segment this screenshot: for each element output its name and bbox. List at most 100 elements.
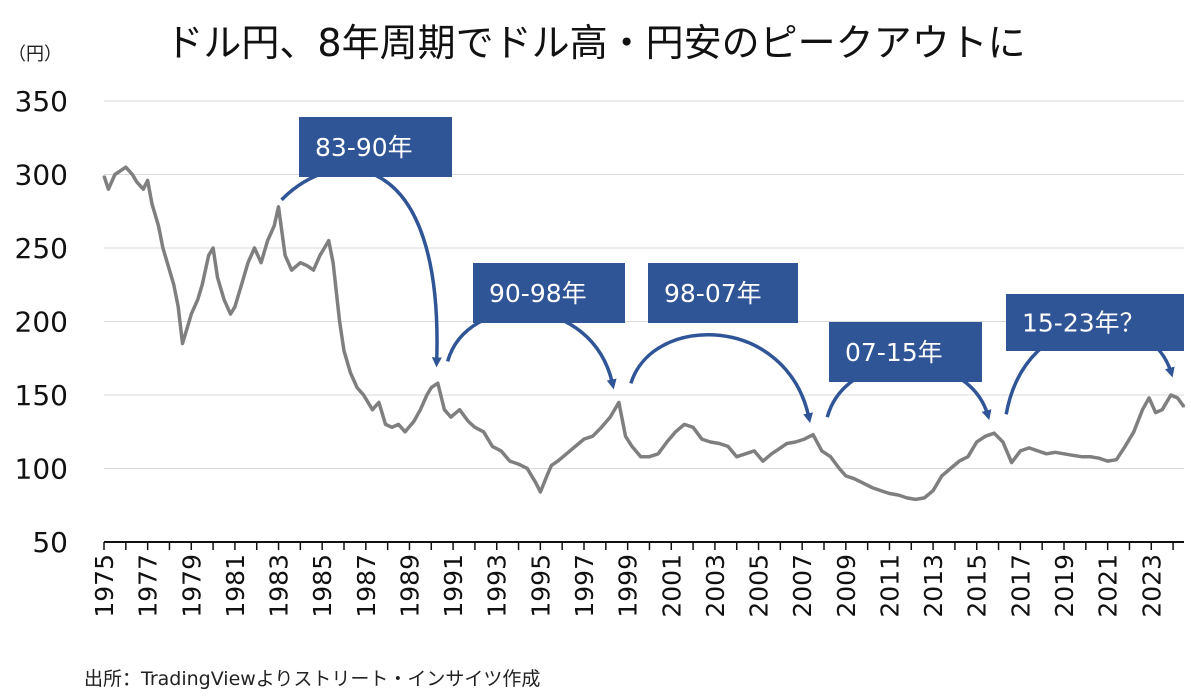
x-tick-label: 2013 [919,554,948,618]
source-note: 出所：TradingViewよりストリート・インサイツ作成 [84,668,541,690]
data-point [517,463,520,465]
x-tick-label: 1983 [265,554,294,618]
data-point [223,298,225,301]
data-point [1080,455,1083,458]
y-tick-label: 100 [15,453,68,486]
data-point [1063,453,1065,455]
data-point [378,401,380,404]
cycle-label-box [299,117,452,177]
data-point [600,426,603,429]
data-point [744,453,747,455]
data-point [306,264,308,267]
y-tick-label: 350 [15,85,68,118]
x-tick-label: 1997 [570,554,599,618]
data-point [125,166,127,168]
data-point [1071,454,1074,457]
x-tick-label: 1977 [134,554,163,618]
cycle-label: 83-90年 [315,133,413,162]
data-point [207,254,210,257]
data-point [482,431,485,433]
x-tick-label: 2017 [1006,554,1035,618]
data-point [253,247,256,249]
cycle-label: 07-15年 [845,338,943,367]
x-tick-label: 2021 [1094,554,1123,618]
data-point [103,175,105,177]
data-point [657,453,659,455]
data-point [853,478,856,480]
data-point [753,450,755,452]
data-point [216,276,219,279]
data-point [467,420,470,423]
data-point [338,320,341,323]
data-point [618,401,620,404]
data-point [914,498,917,501]
y-tick-label: 150 [15,379,68,412]
data-point [1010,461,1013,464]
data-point [888,492,891,495]
data-point [190,313,193,315]
y-axis: 50 100 150 200 250 300 350 [15,85,68,559]
chart-title: ドル円、8年周期でドル高・円安のピークアウトに [165,21,1026,65]
x-tick-label: 1999 [614,554,643,618]
data-point [181,342,184,345]
data-point [186,328,188,330]
y-tick-label: 200 [15,306,68,339]
x-tick-label: 1981 [221,554,250,618]
data-point [443,408,446,411]
data-point [229,313,232,315]
data-point [277,206,280,208]
data-point [177,306,179,308]
data-point [879,489,882,492]
data-point [430,386,433,389]
data-point [762,460,764,462]
data-point [923,497,926,499]
x-tick-label: 2011 [875,554,904,618]
data-point [574,445,577,448]
data-point [356,386,358,389]
data-point [583,438,585,440]
data-point [786,442,788,445]
data-point [550,464,553,467]
data-point [1098,457,1100,460]
data-point [975,441,978,443]
data-point [343,350,345,352]
data-point [500,450,502,452]
data-point [1141,408,1144,411]
data-point [327,239,330,242]
data-point [166,261,169,264]
data-point [794,441,797,443]
data-point [862,482,865,485]
data-point [535,482,537,485]
data-point [557,460,559,462]
data-point [1148,397,1150,399]
x-tick-label: 1987 [352,554,381,618]
data-point [312,269,315,271]
data-point [821,450,823,452]
data-point [491,445,494,448]
data-point [709,441,712,443]
cycle-label: 15-23年？ [1022,309,1145,338]
data-point [107,188,110,190]
data-point [131,173,134,176]
x-tick-label: 2003 [701,554,730,618]
series [102,165,1186,502]
y-tick-label: 50 [32,526,68,559]
annotations: 83-90年 90-98年 98-07年 07-15年 15-23年？ [280,117,1184,424]
data-point [1124,445,1126,448]
data-point [777,448,779,451]
data-point [666,441,668,443]
data-point [474,426,476,429]
data-point [197,298,199,301]
data-point [120,169,123,171]
data-point [371,408,374,411]
data-point [1115,458,1118,461]
data-point [273,225,276,227]
x-tick-label: 1979 [177,554,206,618]
y-tick-label: 300 [15,159,68,192]
x-tick-label: 2019 [1050,554,1079,618]
data-point [509,460,511,462]
data-point [419,408,422,411]
data-point [812,433,814,436]
data-point [260,261,262,264]
data-point [701,438,703,440]
